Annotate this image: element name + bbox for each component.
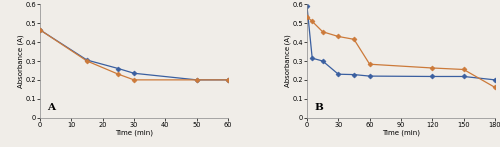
Text: A: A xyxy=(48,103,56,112)
Y-axis label: Absorbance (A): Absorbance (A) xyxy=(18,34,24,88)
Y-axis label: Absorbance (A): Absorbance (A) xyxy=(284,35,291,87)
X-axis label: Time (min): Time (min) xyxy=(382,129,420,136)
X-axis label: Time (min): Time (min) xyxy=(115,129,153,136)
Text: B: B xyxy=(314,103,324,112)
